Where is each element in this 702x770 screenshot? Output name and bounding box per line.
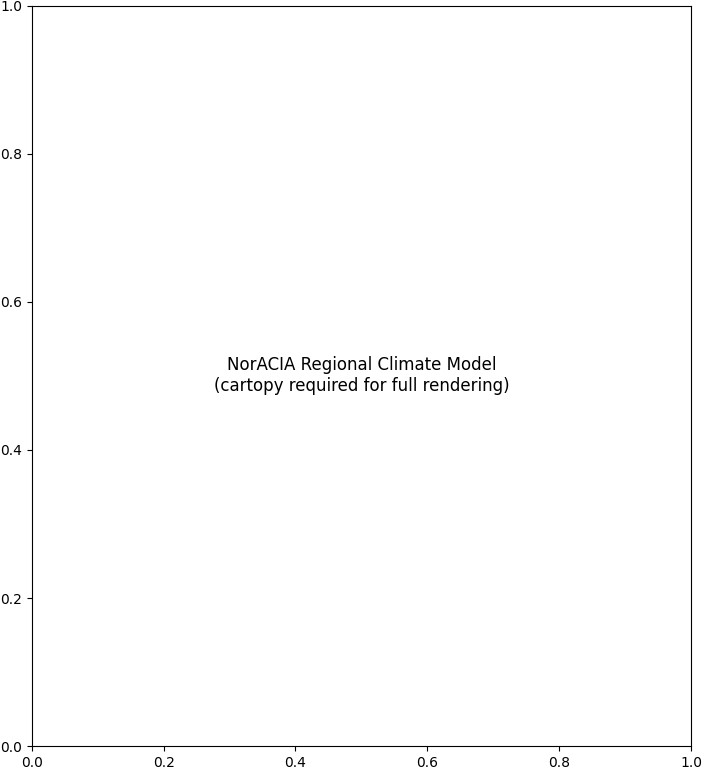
Text: NorACIA Regional Climate Model
(cartopy required for full rendering): NorACIA Regional Climate Model (cartopy … [213,357,509,395]
